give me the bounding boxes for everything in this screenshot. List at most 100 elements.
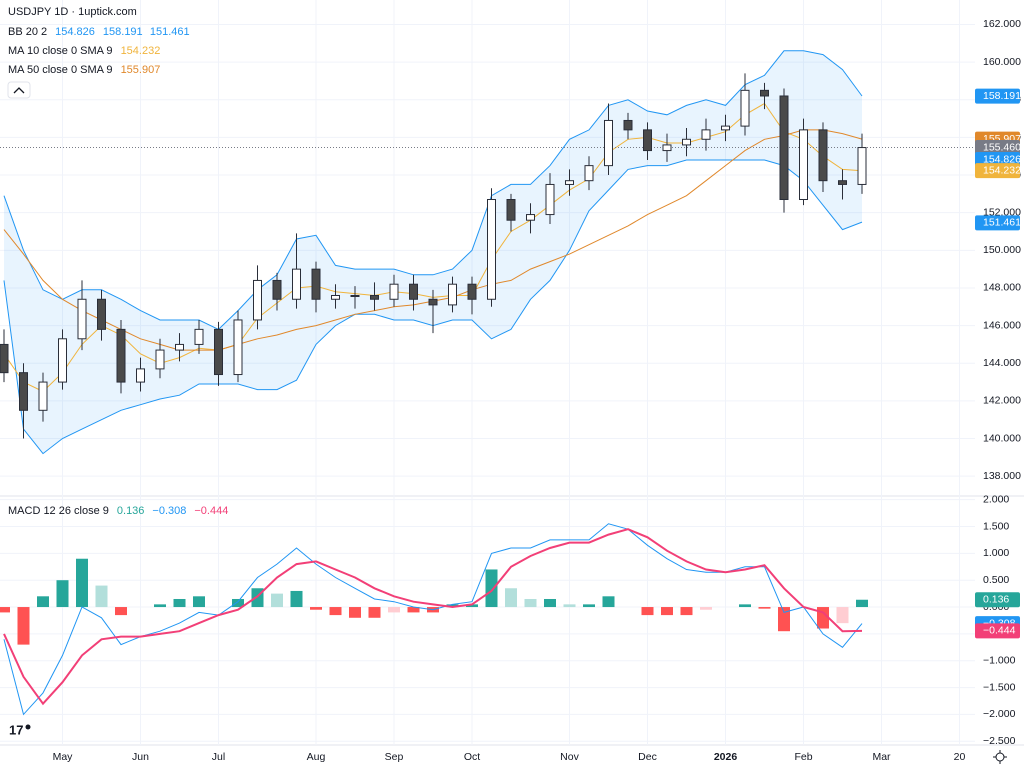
x-tick-label: Jun	[132, 751, 149, 763]
x-tick-label: Sep	[385, 751, 404, 763]
histogram-bar	[173, 598, 186, 608]
histogram-bar	[505, 588, 517, 608]
y-tick-label: 144.000	[983, 357, 1021, 369]
candle-body	[38, 381, 48, 411]
histogram-bar	[37, 596, 49, 608]
candle-body	[389, 283, 399, 300]
signal-line	[3, 528, 863, 706]
legend-name: MA 50 close 0 SMA 9	[8, 64, 113, 76]
legend-value: 154.232	[121, 45, 161, 57]
candle-body	[565, 180, 574, 185]
candle-body	[136, 368, 145, 383]
candle-body	[857, 147, 867, 185]
candle-body	[350, 294, 360, 297]
settings-icon[interactable]	[993, 750, 1007, 764]
legend-value: 0.136	[117, 505, 145, 517]
legend-value: −0.444	[194, 505, 228, 517]
candle-body	[701, 129, 711, 140]
legend-entry: MA 50 close 0 SMA 9 155.907	[8, 64, 160, 76]
candle-body	[253, 279, 262, 321]
x-tick-label: Aug	[307, 751, 326, 763]
y-tick-label: 150.000	[983, 244, 1021, 256]
y-tick-label: 2.000	[983, 493, 1009, 505]
histogram-bar	[485, 569, 498, 608]
candle-body	[194, 328, 204, 345]
candle-body	[740, 89, 750, 127]
legend-entry: BB 20 2 154.826 158.191 151.461	[8, 26, 190, 38]
price-tag	[975, 140, 1020, 156]
histogram-bar	[232, 598, 244, 608]
candle-body	[428, 298, 438, 306]
candle-body	[643, 129, 652, 152]
y-tick-label: 1.500	[983, 520, 1009, 532]
y-tick-label: −1.500	[983, 681, 1016, 693]
histogram-bar	[76, 558, 88, 608]
candle-body	[838, 180, 847, 185]
overlay: 138.000 140.000 142.000 144.000 146.000 148.0…	[8, 6, 1021, 763]
histogram-bar	[115, 607, 127, 616]
histogram-bar	[56, 580, 69, 608]
legend-entry: MA 10 close 0 SMA 9 154.232	[8, 45, 160, 57]
price-tag	[975, 623, 1020, 639]
candle-body	[409, 283, 418, 300]
histogram-bar	[544, 598, 556, 608]
y-tick-label: −2.000	[983, 708, 1016, 720]
y-tick-label: 138.000	[983, 470, 1021, 482]
band-upper	[3, 50, 863, 331]
collapse-icon	[13, 87, 25, 94]
histogram-bar	[602, 596, 615, 608]
price-tag-label: 155.460	[983, 141, 1021, 153]
candle-body	[779, 95, 789, 201]
histogram-bar	[193, 596, 205, 608]
y-tick-label: 1.000	[983, 547, 1009, 559]
collapse-button[interactable]	[7, 81, 31, 99]
legend-value: 158.191	[103, 26, 143, 38]
candle-body	[467, 283, 477, 300]
histogram-bar	[641, 607, 654, 616]
band-fill	[4, 50, 862, 454]
tv-logo: 17	[6, 720, 32, 740]
x-tick-label: Dec	[638, 751, 657, 763]
price-tag-label: 158.191	[983, 90, 1021, 102]
candle-body	[175, 343, 184, 351]
histogram-bar	[290, 590, 303, 608]
price-tag-label: 154.826	[983, 153, 1021, 165]
price-tag-label: 151.461	[983, 217, 1021, 229]
histogram-bar	[0, 607, 10, 613]
histogram-bar	[583, 604, 595, 608]
candle-body	[116, 328, 126, 383]
y-tick-label: 146.000	[983, 319, 1021, 331]
price-tag-label: 0.136	[983, 594, 1009, 606]
candle-body	[370, 294, 379, 300]
price-tag-label: 154.232	[983, 164, 1021, 176]
y-tick-label: −2.500	[983, 735, 1016, 747]
candle-body	[506, 199, 516, 221]
price-tag	[975, 88, 1020, 104]
candle-body	[526, 214, 535, 221]
candle-body	[331, 294, 340, 300]
candle-body	[799, 129, 808, 201]
candle-body	[77, 298, 87, 340]
histogram-bar	[524, 598, 537, 608]
candle-body	[0, 343, 9, 374]
histogram-bar	[388, 607, 400, 613]
candle-body	[487, 199, 496, 300]
x-tick-label: May	[53, 751, 74, 763]
histogram-bar	[739, 604, 751, 608]
candle-body	[155, 349, 165, 370]
candle-body	[311, 268, 321, 300]
candle-body	[721, 125, 730, 131]
histogram-bar	[836, 607, 849, 624]
histogram-bar	[329, 607, 342, 616]
price-tag	[975, 215, 1020, 231]
histogram-bar	[700, 607, 712, 610]
candle-body	[623, 119, 633, 131]
candle-body	[584, 165, 594, 182]
y-tick-label: 0.500	[983, 574, 1009, 586]
x-tick-label: 20	[954, 751, 966, 763]
plot	[0, 50, 975, 716]
candle-body	[58, 338, 67, 383]
legend-value: −0.308	[152, 505, 186, 517]
candle-body	[292, 268, 301, 300]
